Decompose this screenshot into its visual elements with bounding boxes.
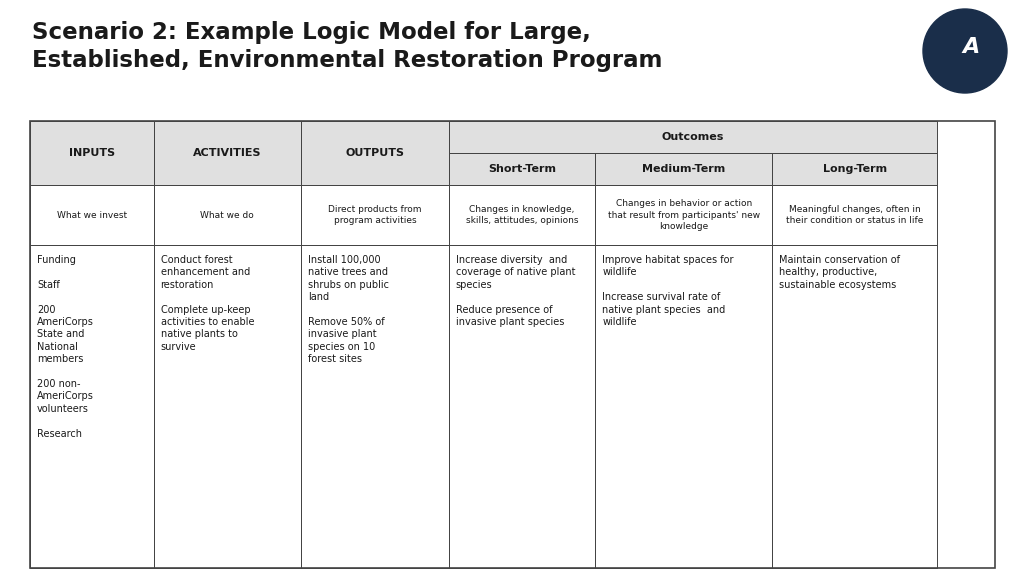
Bar [596, 153, 772, 185]
Bar [596, 245, 772, 568]
Text: OUTPUTS: OUTPUTS [345, 148, 404, 158]
Text: Improve habitat spaces for
wildlife

Increase survival rate of
native plant spec: Improve habitat spaces for wildlife Incr… [602, 255, 734, 327]
Bar [449, 245, 596, 568]
Text: Changes in knowledge,
skills, attitudes, opinions: Changes in knowledge, skills, attitudes,… [466, 205, 579, 225]
Bar [449, 153, 596, 185]
Text: Direct products from
program activities: Direct products from program activities [329, 205, 422, 225]
Text: What we do: What we do [201, 210, 254, 219]
Bar [301, 245, 449, 568]
Bar [154, 121, 301, 185]
Text: Increase diversity  and
coverage of native plant
species

Reduce presence of
inv: Increase diversity and coverage of nativ… [456, 255, 575, 327]
Bar [30, 185, 154, 245]
Bar [154, 185, 301, 245]
Text: Short-Term: Short-Term [488, 164, 556, 174]
Bar [449, 153, 596, 185]
Text: Medium-Term: Medium-Term [642, 164, 725, 174]
Text: Long-Term: Long-Term [822, 164, 887, 174]
Bar [449, 185, 596, 245]
Bar [301, 121, 449, 185]
Text: Maintain conservation of
healthy, productive,
sustainable ecosystems: Maintain conservation of healthy, produc… [779, 255, 900, 290]
Text: Conduct forest
enhancement and
restoration

Complete up-keep
activities to enabl: Conduct forest enhancement and restorati… [161, 255, 254, 352]
Text: Changes in behavior or action
that result from participants' new
knowledge: Changes in behavior or action that resul… [607, 199, 760, 230]
Bar [772, 185, 937, 245]
Bar [301, 185, 449, 245]
Text: ACTIVITIES: ACTIVITIES [194, 148, 261, 158]
Bar [772, 153, 937, 185]
Bar [154, 245, 301, 568]
Text: Scenario 2: Example Logic Model for Large,
Established, Environmental Restoratio: Scenario 2: Example Logic Model for Larg… [32, 21, 663, 71]
Bar [30, 121, 154, 185]
Bar [30, 245, 154, 568]
Circle shape [923, 9, 1007, 93]
Text: Funding

Staff

200
AmeriCorps
State and
National
members

200 non-
AmeriCorps
v: Funding Staff 200 AmeriCorps State and N… [37, 255, 94, 438]
Bar [301, 121, 449, 185]
Bar [772, 153, 937, 185]
Text: INPUTS: INPUTS [69, 148, 115, 158]
Bar [449, 121, 937, 153]
Bar [596, 185, 772, 245]
Bar [30, 121, 154, 185]
Bar [772, 245, 937, 568]
Text: Meaningful changes, often in
their condition or status in life: Meaningful changes, often in their condi… [785, 205, 924, 225]
Text: What we invest: What we invest [56, 210, 127, 219]
Text: Outcomes: Outcomes [662, 132, 724, 142]
Text: Install 100,000
native trees and
shrubs on public
land

Remove 50% of
invasive p: Install 100,000 native trees and shrubs … [308, 255, 389, 364]
Bar [30, 121, 995, 568]
Bar [596, 153, 772, 185]
Text: A: A [963, 37, 980, 57]
Bar [449, 121, 937, 153]
Bar [154, 121, 301, 185]
